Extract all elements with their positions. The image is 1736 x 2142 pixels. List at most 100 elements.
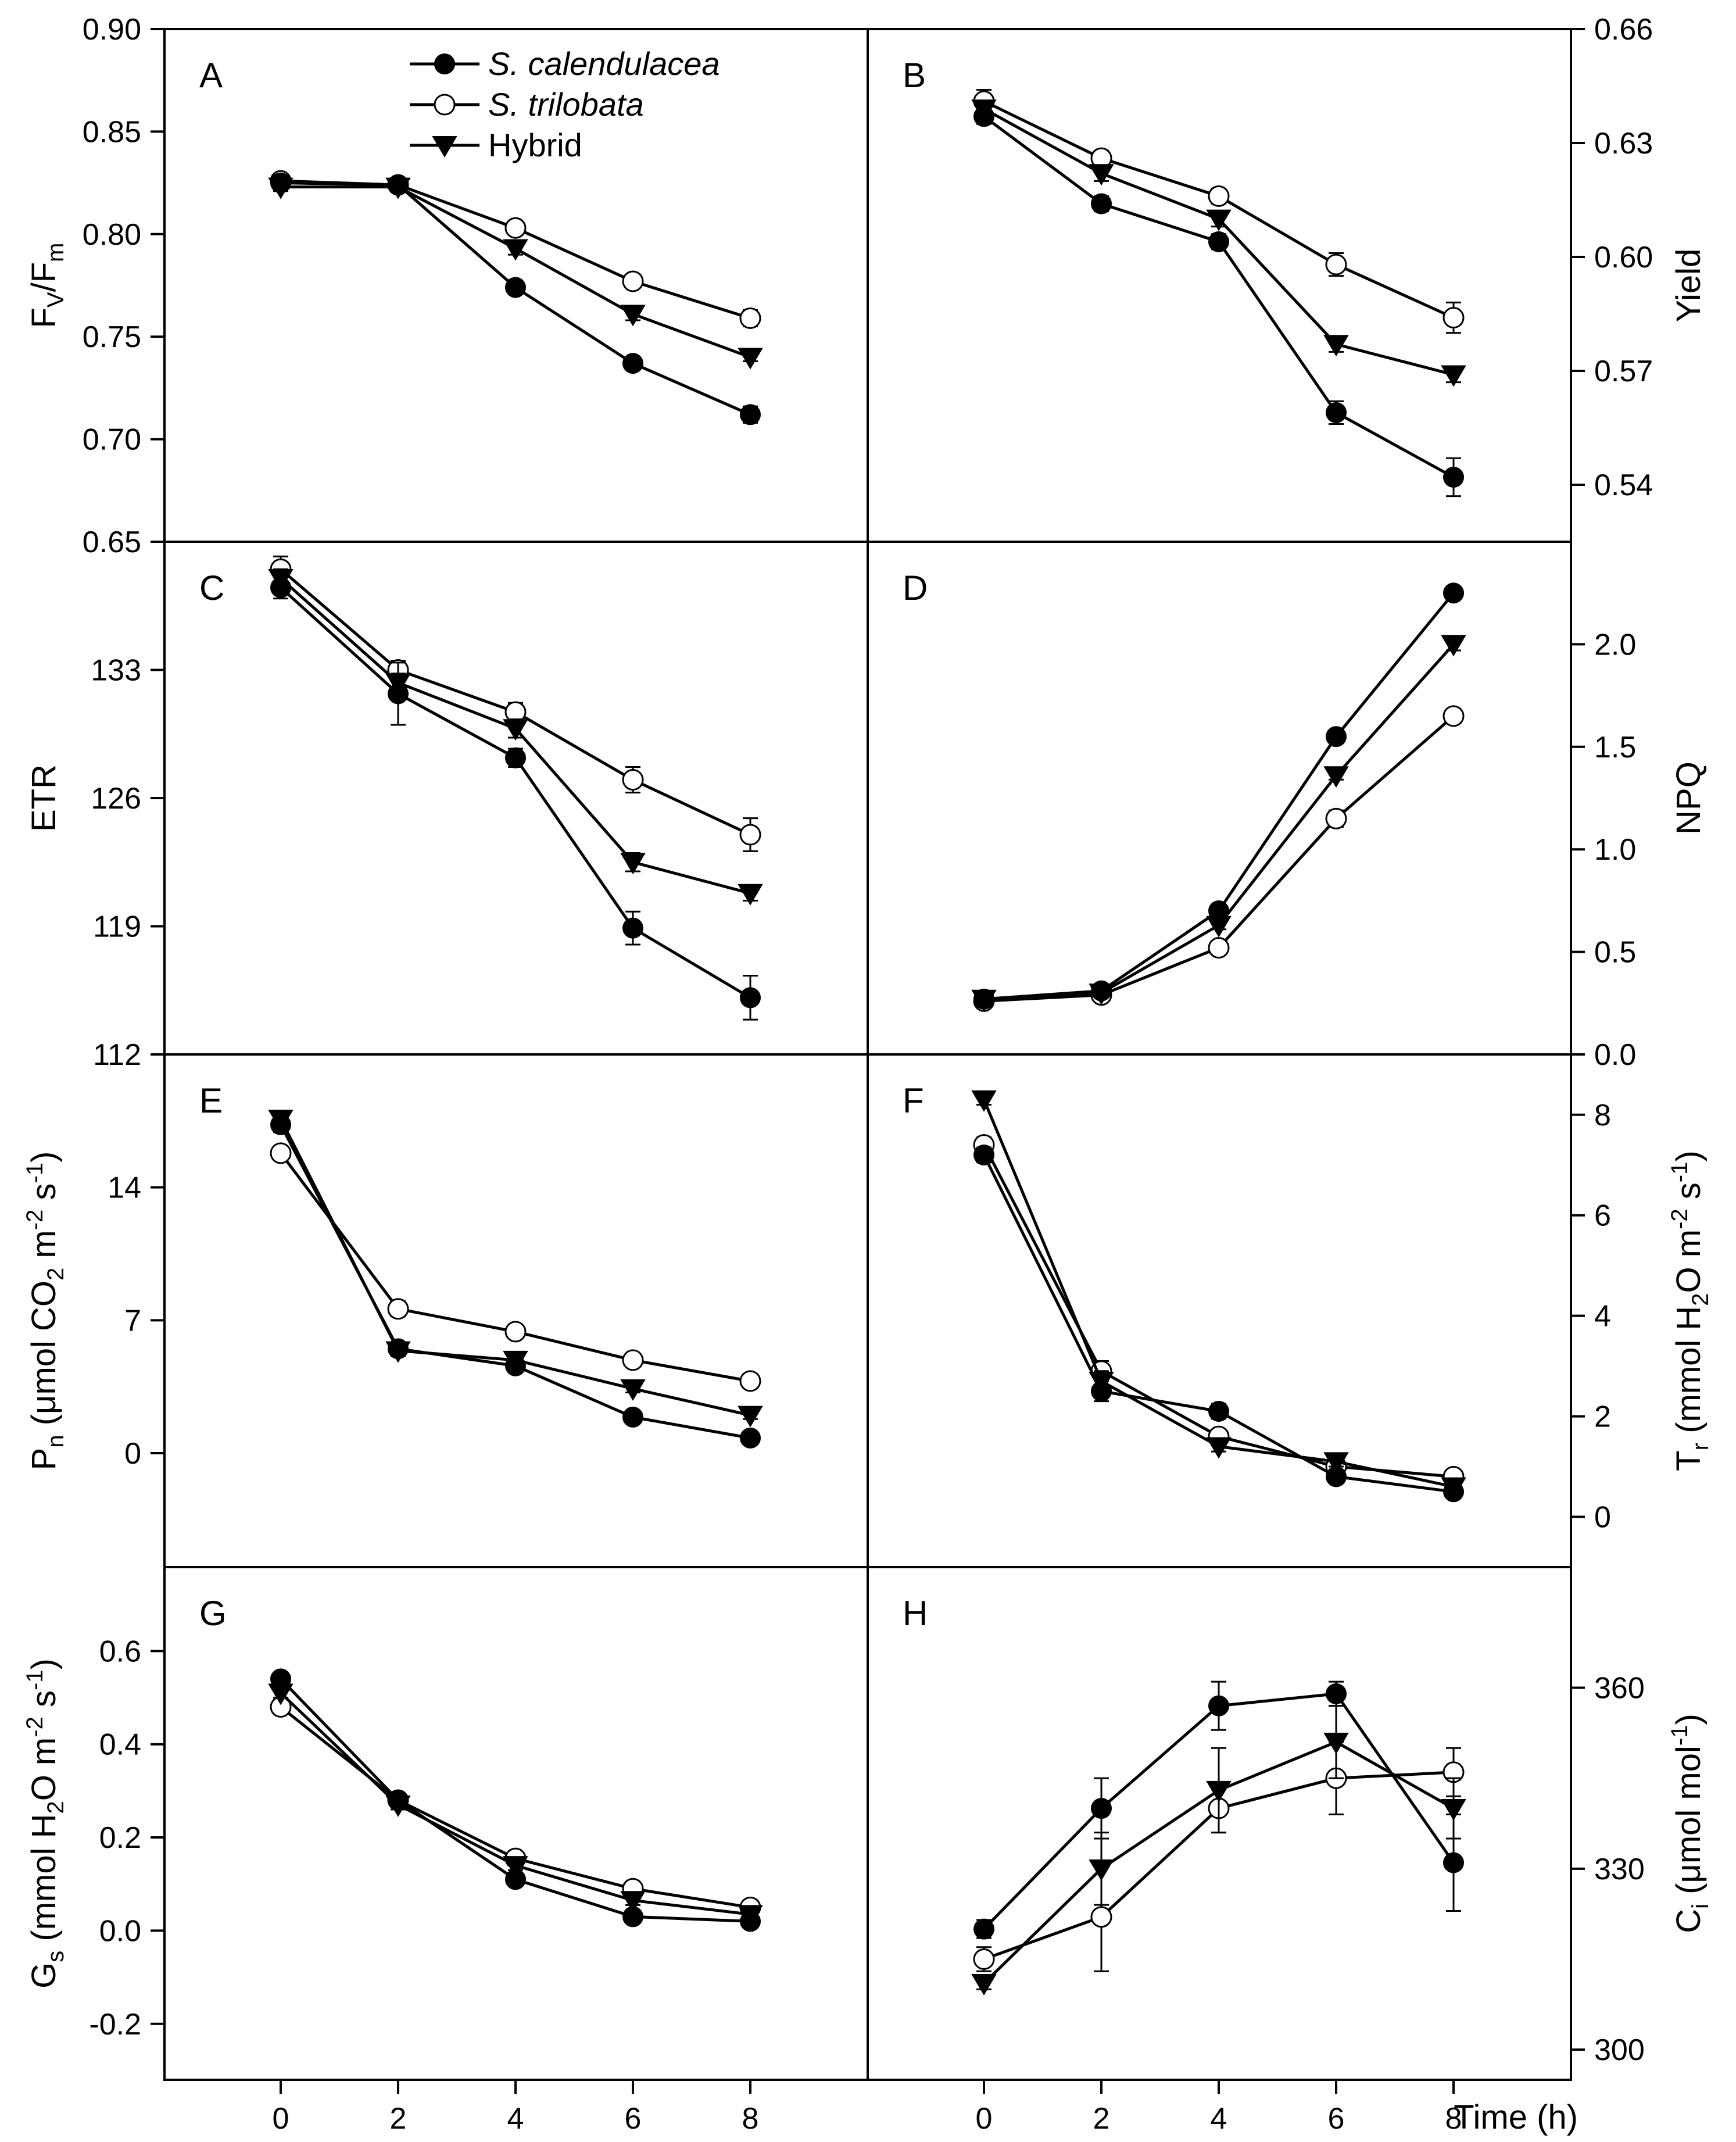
data-point xyxy=(270,172,291,194)
y-tick-label: 0 xyxy=(1594,1501,1611,1535)
x-tick-label: 0 xyxy=(976,2102,993,2136)
data-point xyxy=(971,1090,997,1112)
x-tick-label: 6 xyxy=(1328,2102,1345,2136)
data-point xyxy=(1208,231,1229,252)
series-s-calendulacea xyxy=(270,1114,761,1449)
data-point xyxy=(973,1948,995,1970)
data-point xyxy=(1443,1852,1464,1873)
data-point xyxy=(622,270,644,292)
data-point xyxy=(503,1856,528,1878)
data-point xyxy=(1090,1906,1112,1928)
data-point xyxy=(1208,937,1230,959)
y-tick-label: 0.0 xyxy=(99,1914,141,1948)
y-tick-label: 0.54 xyxy=(1594,469,1653,502)
series-line xyxy=(983,115,1455,479)
x-tick-label: 2 xyxy=(1093,2102,1110,2136)
legend: S. calendulacea S. trilobata Hybrid xyxy=(410,45,720,163)
data-point xyxy=(505,277,526,298)
data-point xyxy=(1091,980,1112,1002)
data-point xyxy=(1208,185,1230,207)
series-s-calendulacea xyxy=(270,1668,761,1932)
data-point xyxy=(1091,193,1112,214)
data-point xyxy=(738,884,763,906)
y-axis-label-B: Yield xyxy=(1670,249,1708,323)
x-tick-label: 4 xyxy=(1211,2102,1227,2136)
legend-marker xyxy=(434,53,455,74)
x-tick-label: 2 xyxy=(390,2102,407,2136)
legend-label: S. trilobata xyxy=(488,86,644,123)
data-point xyxy=(388,1789,409,1811)
data-point xyxy=(1443,1481,1464,1503)
panel-B: B 0.54 0.57 0.60 0.63 0.66 Yield xyxy=(903,13,1708,502)
data-point xyxy=(1443,466,1464,488)
y-tick-label: 7 xyxy=(124,1304,141,1338)
series-s-calendulacea xyxy=(270,575,761,1021)
data-point xyxy=(620,853,646,875)
data-point xyxy=(622,353,643,374)
y-tick-label: 0.2 xyxy=(99,1821,141,1855)
data-point xyxy=(270,1114,291,1135)
data-point xyxy=(1208,1400,1229,1422)
data-point xyxy=(740,1427,761,1449)
data-point xyxy=(1323,1452,1349,1474)
data-point xyxy=(505,1869,526,1890)
data-point xyxy=(504,1321,527,1343)
y-tick-label: 0 xyxy=(124,1437,141,1471)
series-s-calendulacea xyxy=(973,1680,1464,1940)
legend-item: Hybrid xyxy=(410,127,582,163)
data-point xyxy=(1323,766,1349,788)
data-point xyxy=(1208,900,1229,922)
data-point xyxy=(1441,635,1466,657)
data-point xyxy=(1206,1437,1232,1459)
x-tick-label: 6 xyxy=(625,2102,642,2136)
y-tick-label: 0.57 xyxy=(1594,355,1653,388)
x-tick-label: 4 xyxy=(507,2102,524,2136)
series-line xyxy=(983,99,1455,319)
series-hybrid xyxy=(971,1705,1466,1996)
panel-label-F: F xyxy=(903,1081,924,1120)
series-s-calendulacea xyxy=(973,106,1464,498)
y-tick-label: 126 xyxy=(91,782,141,816)
data-point xyxy=(1089,1859,1114,1881)
data-point xyxy=(740,404,761,425)
data-point xyxy=(620,1379,646,1401)
data-point xyxy=(1325,807,1347,829)
y-tick-label: 4 xyxy=(1594,1300,1611,1333)
y-axis-label-A: FV/Fm xyxy=(25,243,69,328)
data-point xyxy=(973,1918,994,1940)
y-tick-label: 300 xyxy=(1594,2033,1645,2067)
data-point xyxy=(388,1338,409,1360)
series-s-calendulacea xyxy=(270,172,761,425)
y-tick-label: 0.60 xyxy=(1594,241,1653,274)
data-point xyxy=(505,1355,526,1376)
panels-layer: A0.650.700.750.800.850.90FV/FmB0.540.570… xyxy=(22,13,1713,2067)
data-point xyxy=(1091,1381,1112,1402)
legend-label: S. calendulacea xyxy=(488,45,720,82)
data-point xyxy=(388,174,409,196)
y-tick-label: 0.0 xyxy=(1594,1038,1636,1072)
data-point xyxy=(1208,1695,1229,1717)
y-axis-label-E: Pn (μmol CO2 m-2 s-1) xyxy=(22,1152,69,1471)
y-axis-label-H: Ci (μmol mol-1) xyxy=(1667,1714,1713,1933)
data-point xyxy=(740,987,761,1009)
panel-F: F 0 2 4 6 8 Tr (mmol H2O m-2 s-1) xyxy=(903,1081,1713,1535)
data-point xyxy=(1206,1780,1232,1803)
data-point xyxy=(505,747,526,768)
series-s-trilobata xyxy=(270,555,761,852)
y-tick-label: 1.5 xyxy=(1594,731,1636,764)
series-line xyxy=(279,1124,751,1440)
data-point xyxy=(1443,705,1465,727)
x-tick-label: 8 xyxy=(742,2102,759,2136)
data-point xyxy=(270,1142,292,1164)
legend-label: Hybrid xyxy=(488,127,582,163)
series-hybrid xyxy=(268,1110,763,1428)
x-axis-label: Time (h) xyxy=(1454,2098,1578,2136)
legend-marker xyxy=(432,136,457,158)
y-tick-label: 14 xyxy=(108,1171,141,1205)
data-point xyxy=(1326,1683,1347,1704)
legend-item: S. calendulacea xyxy=(410,45,720,82)
y-tick-label: 0.66 xyxy=(1594,13,1653,47)
data-point xyxy=(270,1668,291,1690)
series-line xyxy=(281,185,751,359)
